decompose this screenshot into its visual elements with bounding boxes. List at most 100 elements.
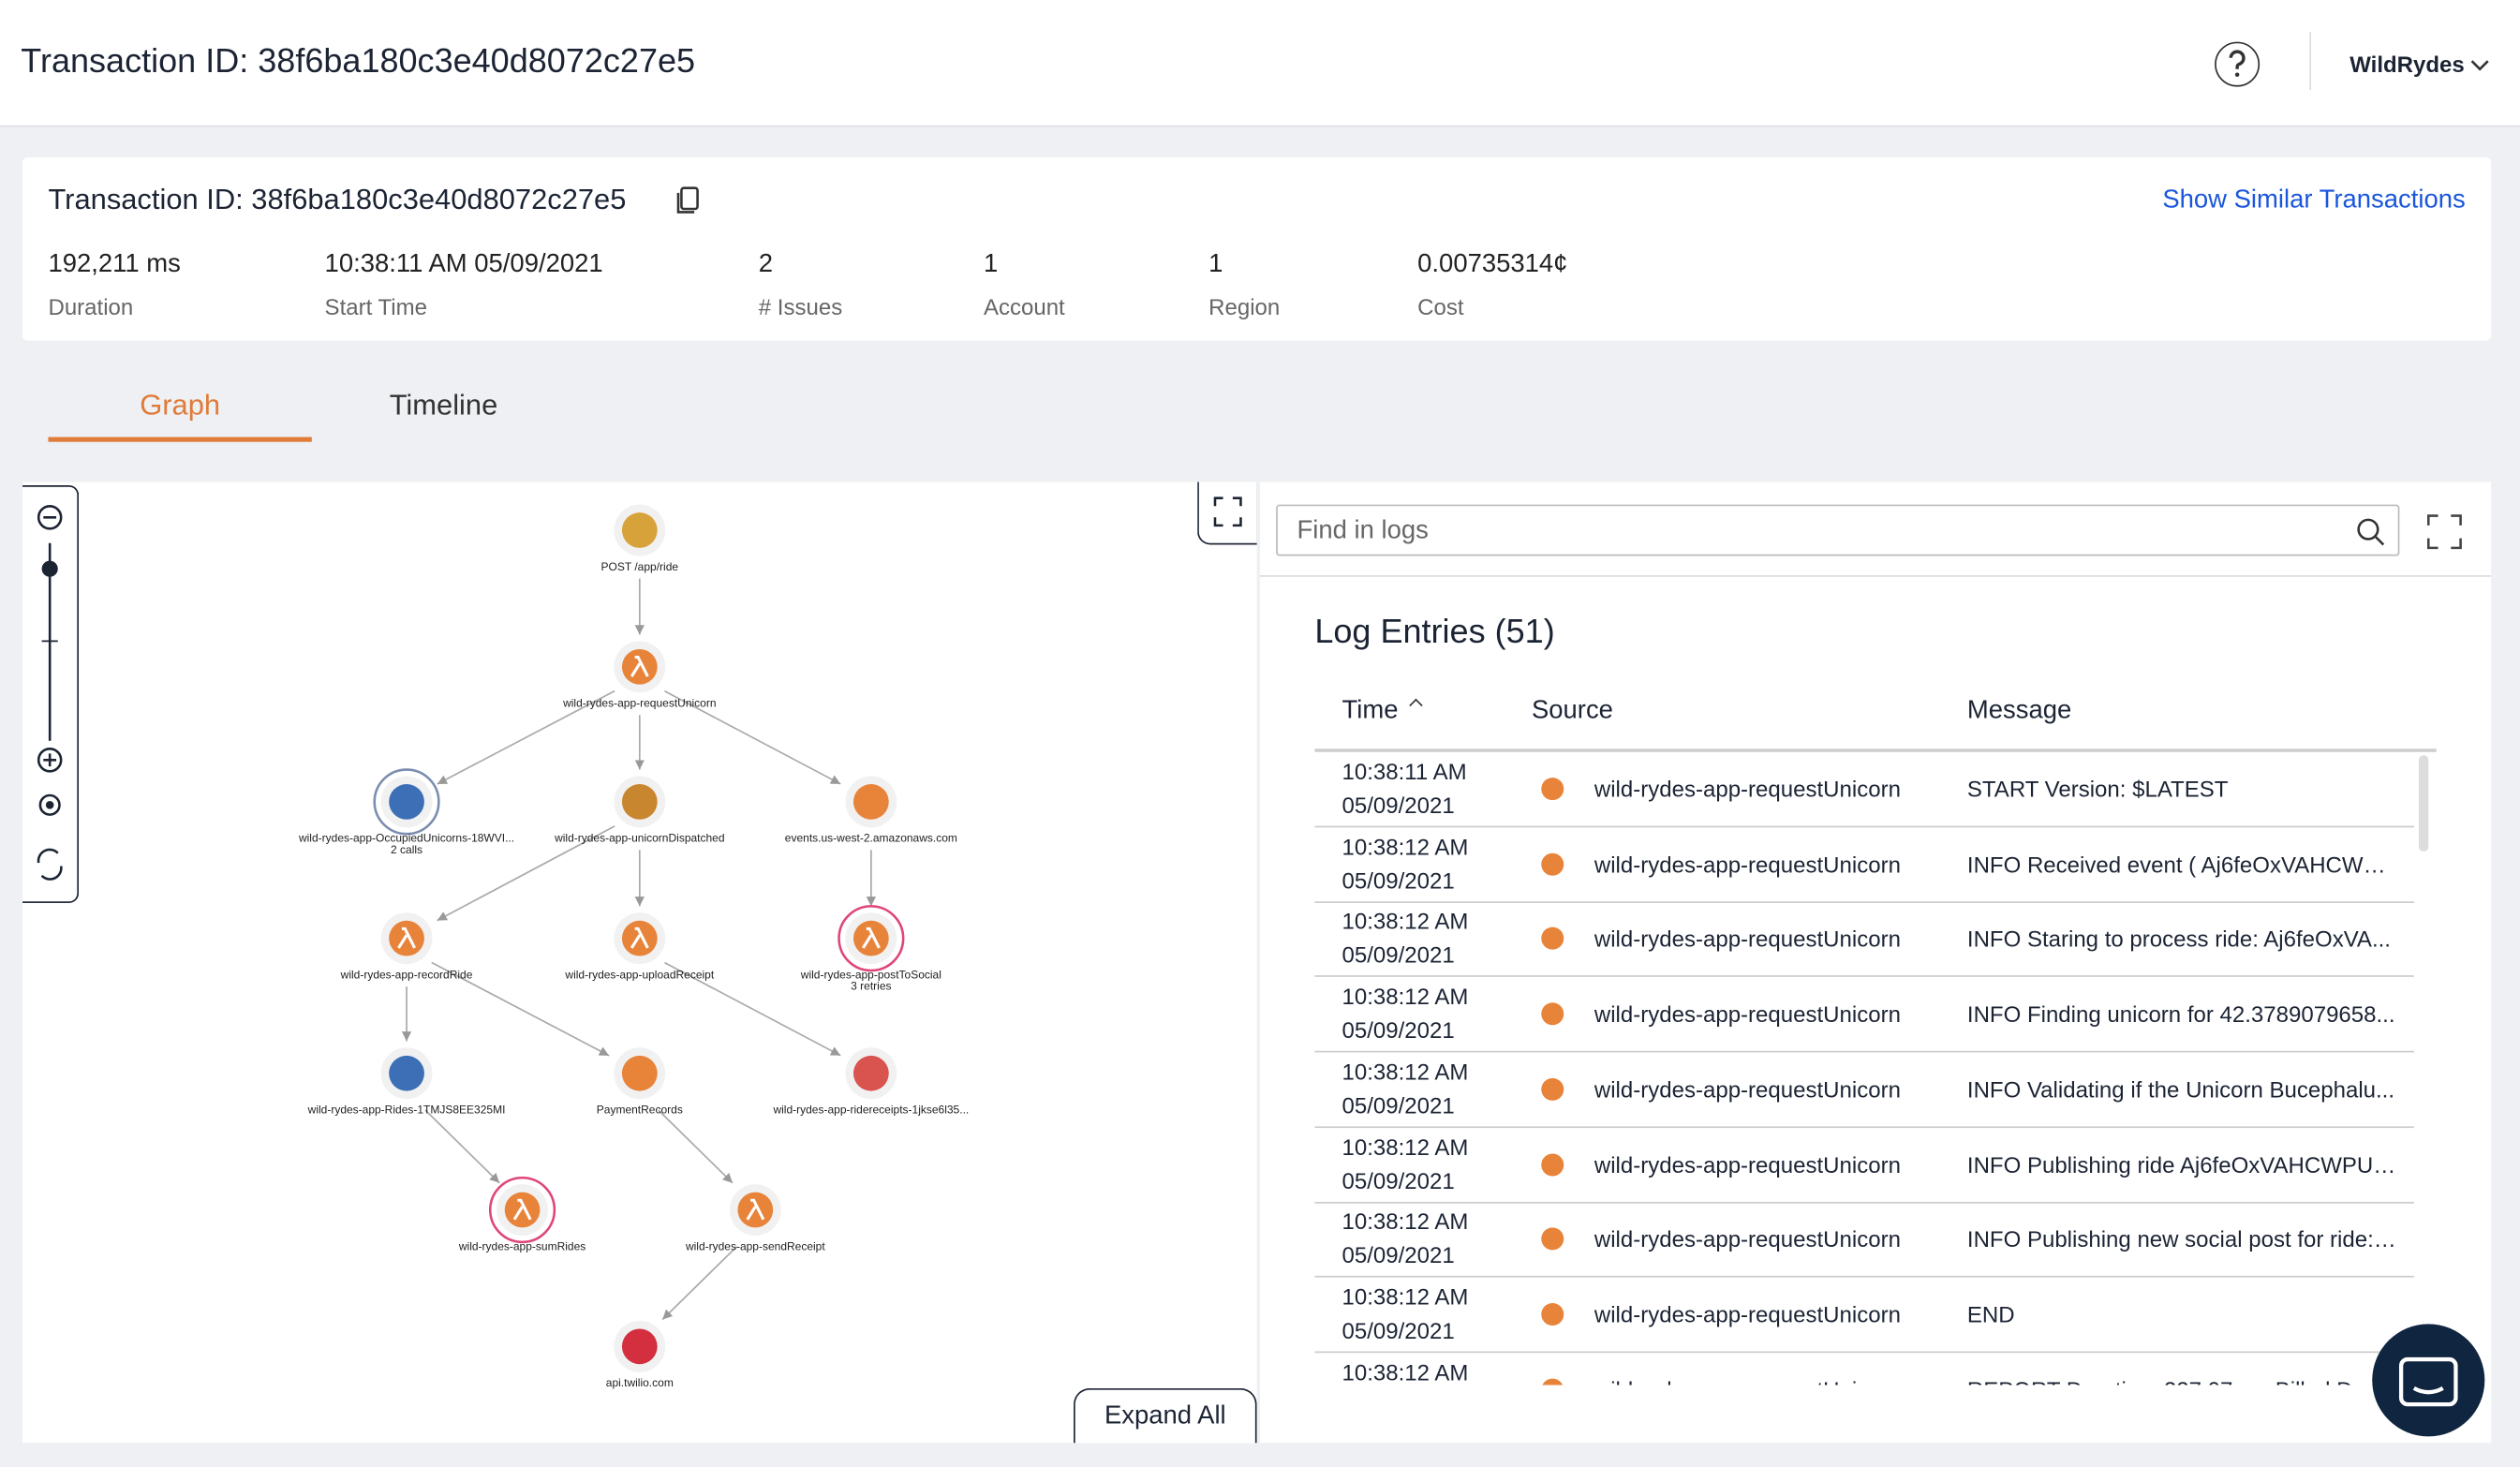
lambda-icon (1541, 1227, 1564, 1251)
stat-value: 1 (983, 250, 999, 278)
node-icon (621, 1328, 658, 1365)
stat-value: 10:38:11 AM 05/09/2021 (324, 250, 603, 278)
node-ring (488, 1176, 556, 1244)
stat-label: Account (983, 293, 1065, 320)
lambda-icon (1541, 852, 1564, 876)
node-icon (621, 1055, 658, 1091)
node-icon (737, 1192, 774, 1228)
node-icon (389, 920, 424, 956)
fullscreen-graph[interactable] (1197, 482, 1257, 545)
top-bar: Transaction ID: 38f6ba180c3e40d8072c27e5… (0, 0, 2520, 127)
lambda-glyph (397, 926, 417, 949)
log-source: wild-rydes-app-requestUnicorn (1594, 1150, 1901, 1178)
log-source: wild-rydes-app-requestUnicorn (1594, 1000, 1901, 1028)
stat-label: Cost (1417, 293, 1464, 320)
summary-title: Transaction ID: 38f6ba180c3e40d8072c27e5 (48, 183, 627, 215)
zoom-controls (22, 484, 80, 903)
graph: POST /app/ride wild-rydes-app-requestUnic… (298, 504, 969, 1389)
stat-label: Start Time (324, 293, 428, 320)
node-label: wild-rydes-app-ridereceipts-1jkse6l35... (772, 1104, 969, 1117)
sort-icon (1409, 698, 1423, 713)
stat-label: Duration (48, 293, 134, 320)
lambda-icon (1541, 927, 1564, 951)
log-message: INFO Finding unicorn for 42.3789079658..… (1966, 1000, 2395, 1028)
log-date: 05/09/2021 (1342, 1242, 1455, 1268)
log-message: INFO Staring to process ride: Aj6feOxVA.… (1966, 926, 2391, 953)
header-rule (1314, 748, 2437, 752)
log-message: INFO Publishing ride Aj6feOxVAHCWPUA... (1966, 1150, 2398, 1178)
tab[interactable]: Graph (140, 389, 221, 422)
edge (431, 961, 610, 1057)
row-rule (1314, 1201, 2414, 1203)
account-menu[interactable]: WildRydes (2350, 52, 2490, 77)
lambda-glyph (512, 1198, 532, 1221)
edge (437, 689, 615, 785)
logs-panel: Find in logs Log Entries (51) Time Source… (1260, 482, 2492, 1444)
edge (661, 1246, 737, 1321)
tab-underline (48, 437, 312, 442)
edge (664, 689, 841, 785)
lambda-glyph (630, 655, 649, 677)
fullscreen-logs[interactable] (2424, 511, 2466, 553)
log-time: 10:38:12 AM (1342, 833, 1469, 860)
log-title: Log Entries (51) (1314, 614, 1555, 651)
expand-all-button[interactable]: Expand All (1074, 1387, 1257, 1444)
node-label: events.us-west-2.amazonaws.com (785, 832, 957, 845)
log-date: 05/09/2021 (1342, 1317, 1455, 1343)
column-header: Message (1966, 697, 2072, 725)
log-message: REPORT Duration: 227.07 ms Billed Durati… (1967, 1376, 2398, 1385)
tab[interactable]: Timeline (389, 389, 498, 422)
lambda-glyph (861, 926, 881, 949)
node-label: wild-rydes-app-OccupiedUnicorns-18WVI... (298, 832, 514, 845)
row-rule (1314, 1050, 2414, 1053)
node-label: wild-rydes-app-requestUnicorn (562, 697, 716, 710)
log-date: 05/09/2021 (1342, 941, 1455, 969)
node-detail: 2 calls (391, 843, 422, 856)
node-icon (852, 784, 889, 820)
edge (664, 961, 841, 1057)
log-date: 05/09/2021 (1342, 1016, 1455, 1044)
row-rule (1314, 1351, 2414, 1354)
scrollbar (2418, 755, 2429, 852)
node-icon (389, 784, 424, 820)
node-ring (838, 905, 905, 972)
log-time: 10:38:12 AM (1342, 908, 1469, 935)
log-date: 05/09/2021 (1342, 792, 1455, 819)
log-source: wild-rydes-app-requestUnicorn (1594, 1075, 1901, 1103)
similar-link[interactable]: Show Similar Transactions (2162, 185, 2466, 215)
column-header: Time (1342, 697, 1399, 725)
log-date: 05/09/2021 (1342, 1167, 1455, 1193)
log-message: END (1966, 1301, 2015, 1327)
help-button[interactable] (2215, 41, 2261, 87)
node-label: wild-rydes-app-recordRide (340, 969, 473, 982)
stat-value: 1 (1208, 250, 1223, 278)
node-label: wild-rydes-app-postToSocial (800, 969, 941, 982)
account-name: WildRydes (2350, 51, 2465, 78)
log-time: 10:38:12 AM (1342, 983, 1469, 1010)
lambda-icon (1541, 1302, 1564, 1326)
node-label: api.twilio.com (606, 1376, 674, 1389)
log-time: 10:38:12 AM (1342, 1058, 1469, 1085)
node-label: wild-rydes-app-sendReceipt (685, 1239, 825, 1252)
stat-value: 192,211 ms (48, 250, 181, 278)
stat-value: 0.00735314¢ (1417, 250, 1568, 278)
lambda-icon (1541, 1077, 1564, 1101)
log-date: 05/09/2021 (1342, 867, 1455, 894)
log-date: 05/09/2021 (1342, 1091, 1455, 1119)
log-source: wild-rydes-app-requestUnicorn (1594, 926, 1901, 953)
node-icon (504, 1192, 541, 1228)
row-rule (1314, 975, 2414, 978)
log-search[interactable]: Find in logs (1276, 504, 2400, 556)
log-time: 10:38:11 AM (1342, 758, 1467, 785)
lambda-icon (1541, 778, 1564, 801)
row-rule (1314, 900, 2414, 903)
lambda-glyph (630, 926, 649, 949)
lambda-glyph (746, 1198, 765, 1221)
node-detail: 3 retries (851, 980, 891, 993)
log-source: wild-rydes-app-requestUnicorn (1594, 776, 1901, 802)
chat-button[interactable] (2372, 1324, 2485, 1437)
edge (437, 825, 615, 922)
edge (658, 1109, 734, 1184)
page-title: Transaction ID: 38f6ba180c3e40d8072c27e5 (21, 43, 696, 81)
copy-icon[interactable] (675, 186, 701, 215)
